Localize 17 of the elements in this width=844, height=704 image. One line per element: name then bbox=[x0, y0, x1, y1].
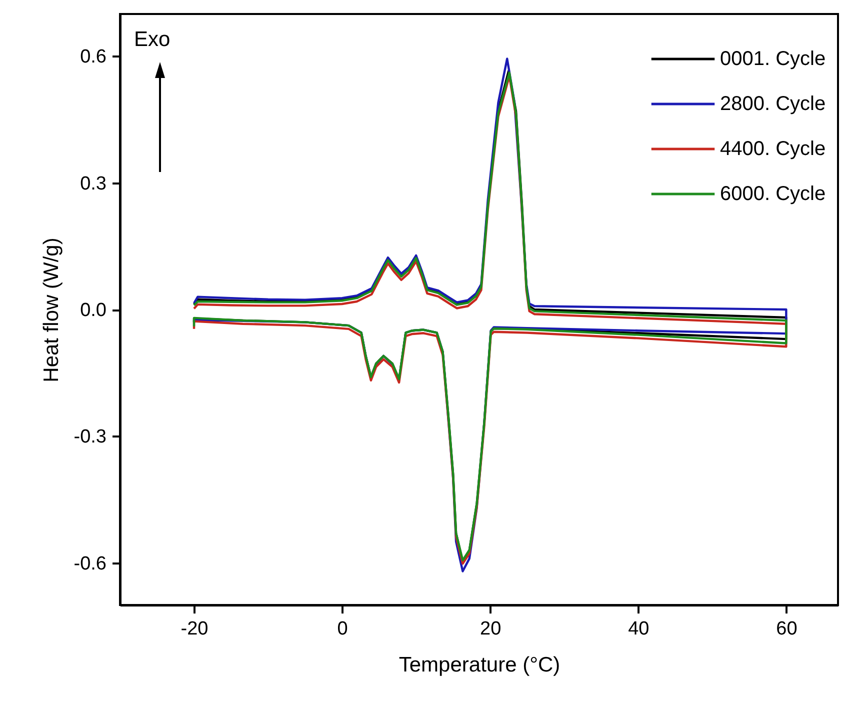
legend-label: 0001. Cycle bbox=[720, 48, 826, 70]
y-tick-label: 0.3 bbox=[80, 173, 106, 194]
x-axis-title: Temperature (°C) bbox=[398, 654, 560, 676]
y-tick-label: -0.6 bbox=[74, 553, 106, 574]
legend-label: 6000. Cycle bbox=[720, 183, 826, 205]
x-tick-label: 0 bbox=[337, 618, 348, 640]
annotation: Exo bbox=[134, 28, 170, 51]
x-tick-label: 40 bbox=[628, 618, 650, 640]
legend-label: 4400. Cycle bbox=[720, 138, 826, 160]
legend-label: 2800. Cycle bbox=[720, 93, 826, 115]
y-axis-title: Heat flow (W/g) bbox=[40, 238, 63, 382]
x-tick-label: -20 bbox=[180, 618, 208, 640]
y-tick-label: 0.6 bbox=[80, 46, 106, 68]
y-tick-label: 0.0 bbox=[80, 300, 106, 321]
x-tick-label: 20 bbox=[480, 618, 502, 640]
y-tick-label: -0.3 bbox=[74, 426, 106, 448]
x-tick-label: 60 bbox=[776, 618, 798, 640]
